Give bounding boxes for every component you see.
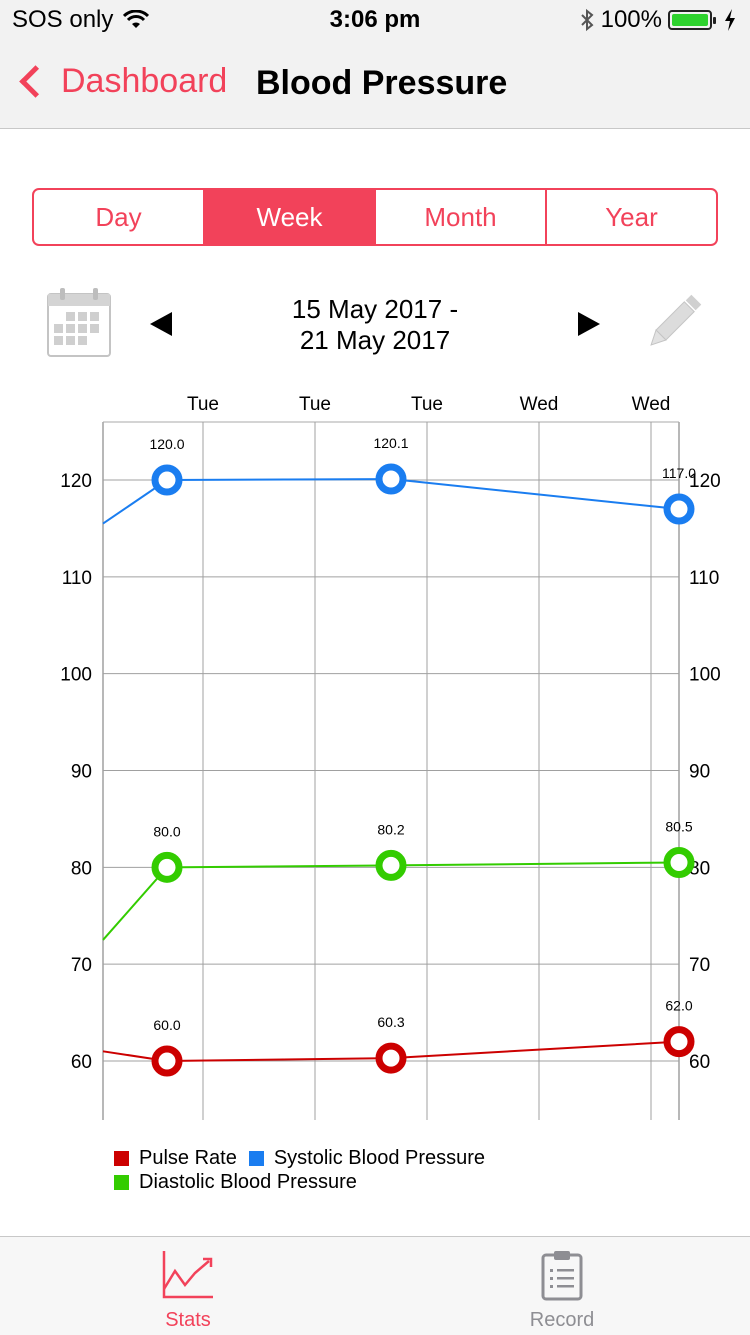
- chart-legend: Pulse Rate Systolic Blood Pressure Diast…: [114, 1146, 497, 1194]
- stats-chart-icon: [162, 1251, 213, 1299]
- data-label: 80.2: [377, 821, 404, 837]
- y-tick-label-right: 100: [689, 665, 721, 686]
- data-label: 60.3: [377, 1014, 404, 1030]
- y-tick-label-left: 80: [71, 858, 92, 879]
- date-range-start: 15 May 2017 -: [291, 294, 459, 324]
- y-tick-label-left: 60: [71, 1052, 92, 1073]
- chevron-left-icon: [19, 65, 52, 98]
- status-time: 3:06 pm: [329, 6, 421, 33]
- navigation-bar: Dashboard Blood Pressure: [0, 40, 750, 129]
- battery-fill: [672, 14, 708, 26]
- calendar-icon[interactable]: [46, 286, 112, 358]
- data-label: 120.1: [373, 435, 408, 451]
- x-tick-label: Wed: [632, 394, 671, 415]
- x-tick-label: Wed: [520, 394, 559, 415]
- legend-swatch-diastolic: [114, 1174, 129, 1190]
- y-tick-label-right: 60: [689, 1052, 710, 1073]
- next-arrow-icon[interactable]: [578, 312, 600, 336]
- tab-record-label: Record: [529, 1309, 595, 1331]
- back-label: Dashboard: [61, 62, 228, 100]
- segment-week[interactable]: Week: [205, 190, 376, 244]
- y-tick-label-right: 90: [689, 762, 710, 783]
- date-range: 15 May 2017 - 21 May 2017: [240, 294, 510, 356]
- segment-year[interactable]: Year: [605, 201, 658, 232]
- clipboard-icon: [541, 1251, 583, 1301]
- date-range-end: 21 May 2017: [299, 325, 451, 355]
- battery-icon: [668, 10, 716, 30]
- carrier-text: SOS only: [12, 6, 114, 33]
- series-line: [102, 478, 680, 525]
- tab-stats[interactable]: Stats: [88, 1237, 288, 1335]
- data-label: 80.5: [665, 818, 692, 834]
- legend-swatch-pulse: [114, 1150, 129, 1166]
- legend-label-systolic: Systolic Blood Pressure: [273, 1147, 486, 1169]
- segment-month[interactable]: Month: [376, 190, 547, 244]
- period-segmented-control: Day Week Month Year: [32, 188, 718, 246]
- legend-item-pulse: Pulse Rate: [114, 1146, 237, 1170]
- y-tick-label-left: 90: [71, 762, 92, 783]
- page-title: Blood Pressure: [256, 64, 508, 102]
- legend-label-pulse: Pulse Rate: [139, 1147, 237, 1169]
- pencil-icon[interactable]: [640, 290, 706, 356]
- data-point: [663, 493, 695, 525]
- data-point: [151, 464, 183, 496]
- status-bar: SOS only 3:06 pm 100%: [0, 0, 750, 40]
- status-left: SOS only: [12, 6, 150, 34]
- legend-swatch-systolic: [248, 1150, 264, 1166]
- y-tick-label-left: 70: [71, 955, 92, 976]
- y-tick-label-right: 70: [689, 955, 710, 976]
- data-point: [663, 1026, 695, 1058]
- data-point: [663, 846, 695, 878]
- data-label: 60.0: [153, 1017, 180, 1033]
- tab-record[interactable]: Record: [462, 1237, 662, 1335]
- series-line: [102, 861, 680, 941]
- data-label: 120.0: [149, 436, 184, 452]
- back-button[interactable]: Dashboard: [14, 62, 227, 101]
- x-tick-label: Tue: [299, 394, 331, 415]
- y-tick-label-right: 120: [689, 471, 721, 492]
- data-point: [151, 851, 183, 883]
- data-label: 117.0: [662, 465, 696, 481]
- data-point: [151, 1045, 183, 1077]
- y-tick-label-left: 110: [62, 568, 92, 589]
- data-point: [375, 463, 407, 495]
- status-right: 100%: [579, 6, 736, 34]
- y-tick-label-left: 100: [60, 665, 92, 686]
- x-tick-label: Tue: [187, 394, 219, 415]
- bluetooth-icon: [580, 8, 594, 32]
- blood-pressure-chart: Tue Tue Tue Wed Wed 120 120 110 110 100 100 90 90 80 8…: [60, 394, 721, 1120]
- legend-item-diastolic: Diastolic Blood Pressure: [114, 1170, 357, 1194]
- wifi-icon: [123, 10, 150, 28]
- x-tick-label: Tue: [411, 394, 443, 415]
- legend-label-diastolic: Diastolic Blood Pressure: [139, 1171, 357, 1193]
- data-point: [375, 849, 407, 881]
- series-line: [102, 1040, 680, 1063]
- prev-arrow-icon[interactable]: [150, 312, 172, 336]
- legend-item-systolic: Systolic Blood Pressure: [248, 1146, 486, 1170]
- battery-percent: 100%: [600, 6, 662, 33]
- segment-day[interactable]: Day: [34, 190, 205, 244]
- tab-stats-label: Stats: [165, 1309, 211, 1331]
- charging-bolt-icon: [725, 9, 735, 31]
- y-tick-label-left: 120: [60, 471, 92, 492]
- data-point: [375, 1042, 407, 1074]
- data-label: 62.0: [665, 998, 692, 1014]
- y-tick-label-right: 110: [689, 568, 719, 589]
- tab-bar: Stats Record: [0, 1236, 750, 1335]
- data-label: 80.0: [153, 823, 180, 839]
